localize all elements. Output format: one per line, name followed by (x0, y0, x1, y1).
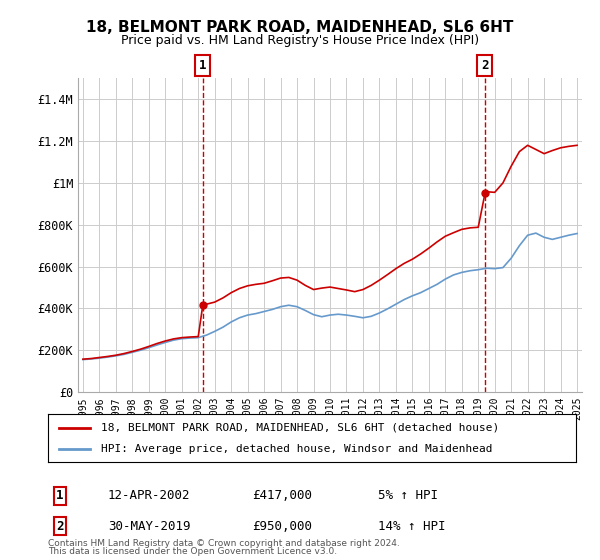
Text: 1: 1 (199, 59, 206, 72)
Text: 5% ↑ HPI: 5% ↑ HPI (378, 489, 438, 502)
Text: Price paid vs. HM Land Registry's House Price Index (HPI): Price paid vs. HM Land Registry's House … (121, 34, 479, 46)
Text: 30-MAY-2019: 30-MAY-2019 (108, 520, 191, 533)
Text: £417,000: £417,000 (252, 489, 312, 502)
Text: 18, BELMONT PARK ROAD, MAIDENHEAD, SL6 6HT (detached house): 18, BELMONT PARK ROAD, MAIDENHEAD, SL6 6… (101, 423, 499, 433)
Text: 12-APR-2002: 12-APR-2002 (108, 489, 191, 502)
Text: 1: 1 (56, 489, 64, 502)
Text: Contains HM Land Registry data © Crown copyright and database right 2024.: Contains HM Land Registry data © Crown c… (48, 539, 400, 548)
Text: HPI: Average price, detached house, Windsor and Maidenhead: HPI: Average price, detached house, Wind… (101, 444, 493, 454)
Text: £950,000: £950,000 (252, 520, 312, 533)
Text: This data is licensed under the Open Government Licence v3.0.: This data is licensed under the Open Gov… (48, 547, 337, 556)
Text: 14% ↑ HPI: 14% ↑ HPI (378, 520, 445, 533)
Text: 2: 2 (481, 59, 489, 72)
Text: 18, BELMONT PARK ROAD, MAIDENHEAD, SL6 6HT: 18, BELMONT PARK ROAD, MAIDENHEAD, SL6 6… (86, 20, 514, 35)
Text: 2: 2 (56, 520, 64, 533)
